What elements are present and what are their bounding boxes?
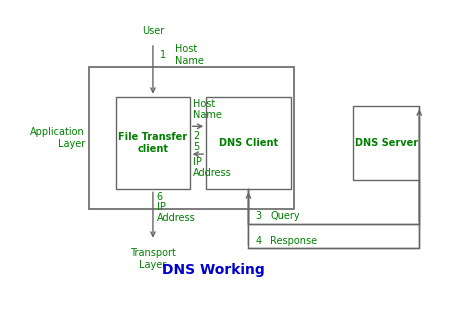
Text: Host
Name: Host Name [175,44,204,66]
Text: IP
Address: IP Address [156,202,195,223]
Text: DNS Client: DNS Client [219,138,278,148]
Text: DNS Working: DNS Working [162,263,265,277]
Bar [353,107,419,180]
Text: User: User [142,26,164,36]
Text: 5: 5 [193,142,200,152]
Text: Query: Query [271,211,300,221]
Text: 2: 2 [193,131,200,141]
Text: Transport
Layer: Transport Layer [130,248,176,269]
Text: File Transfer
client: File Transfer client [118,132,188,154]
Text: 1: 1 [160,50,166,60]
Text: Response: Response [271,236,318,245]
Text: 3: 3 [256,211,262,221]
Text: 4: 4 [256,236,262,245]
Text: 6: 6 [156,192,163,202]
Text: Host
Name: Host Name [193,99,222,120]
Text: IP
Address: IP Address [193,157,232,178]
Bar [89,67,294,209]
Bar [116,97,190,189]
Text: Application
Layer: Application Layer [30,127,85,149]
Bar [206,97,291,189]
Text: DNS Server: DNS Server [355,138,418,148]
